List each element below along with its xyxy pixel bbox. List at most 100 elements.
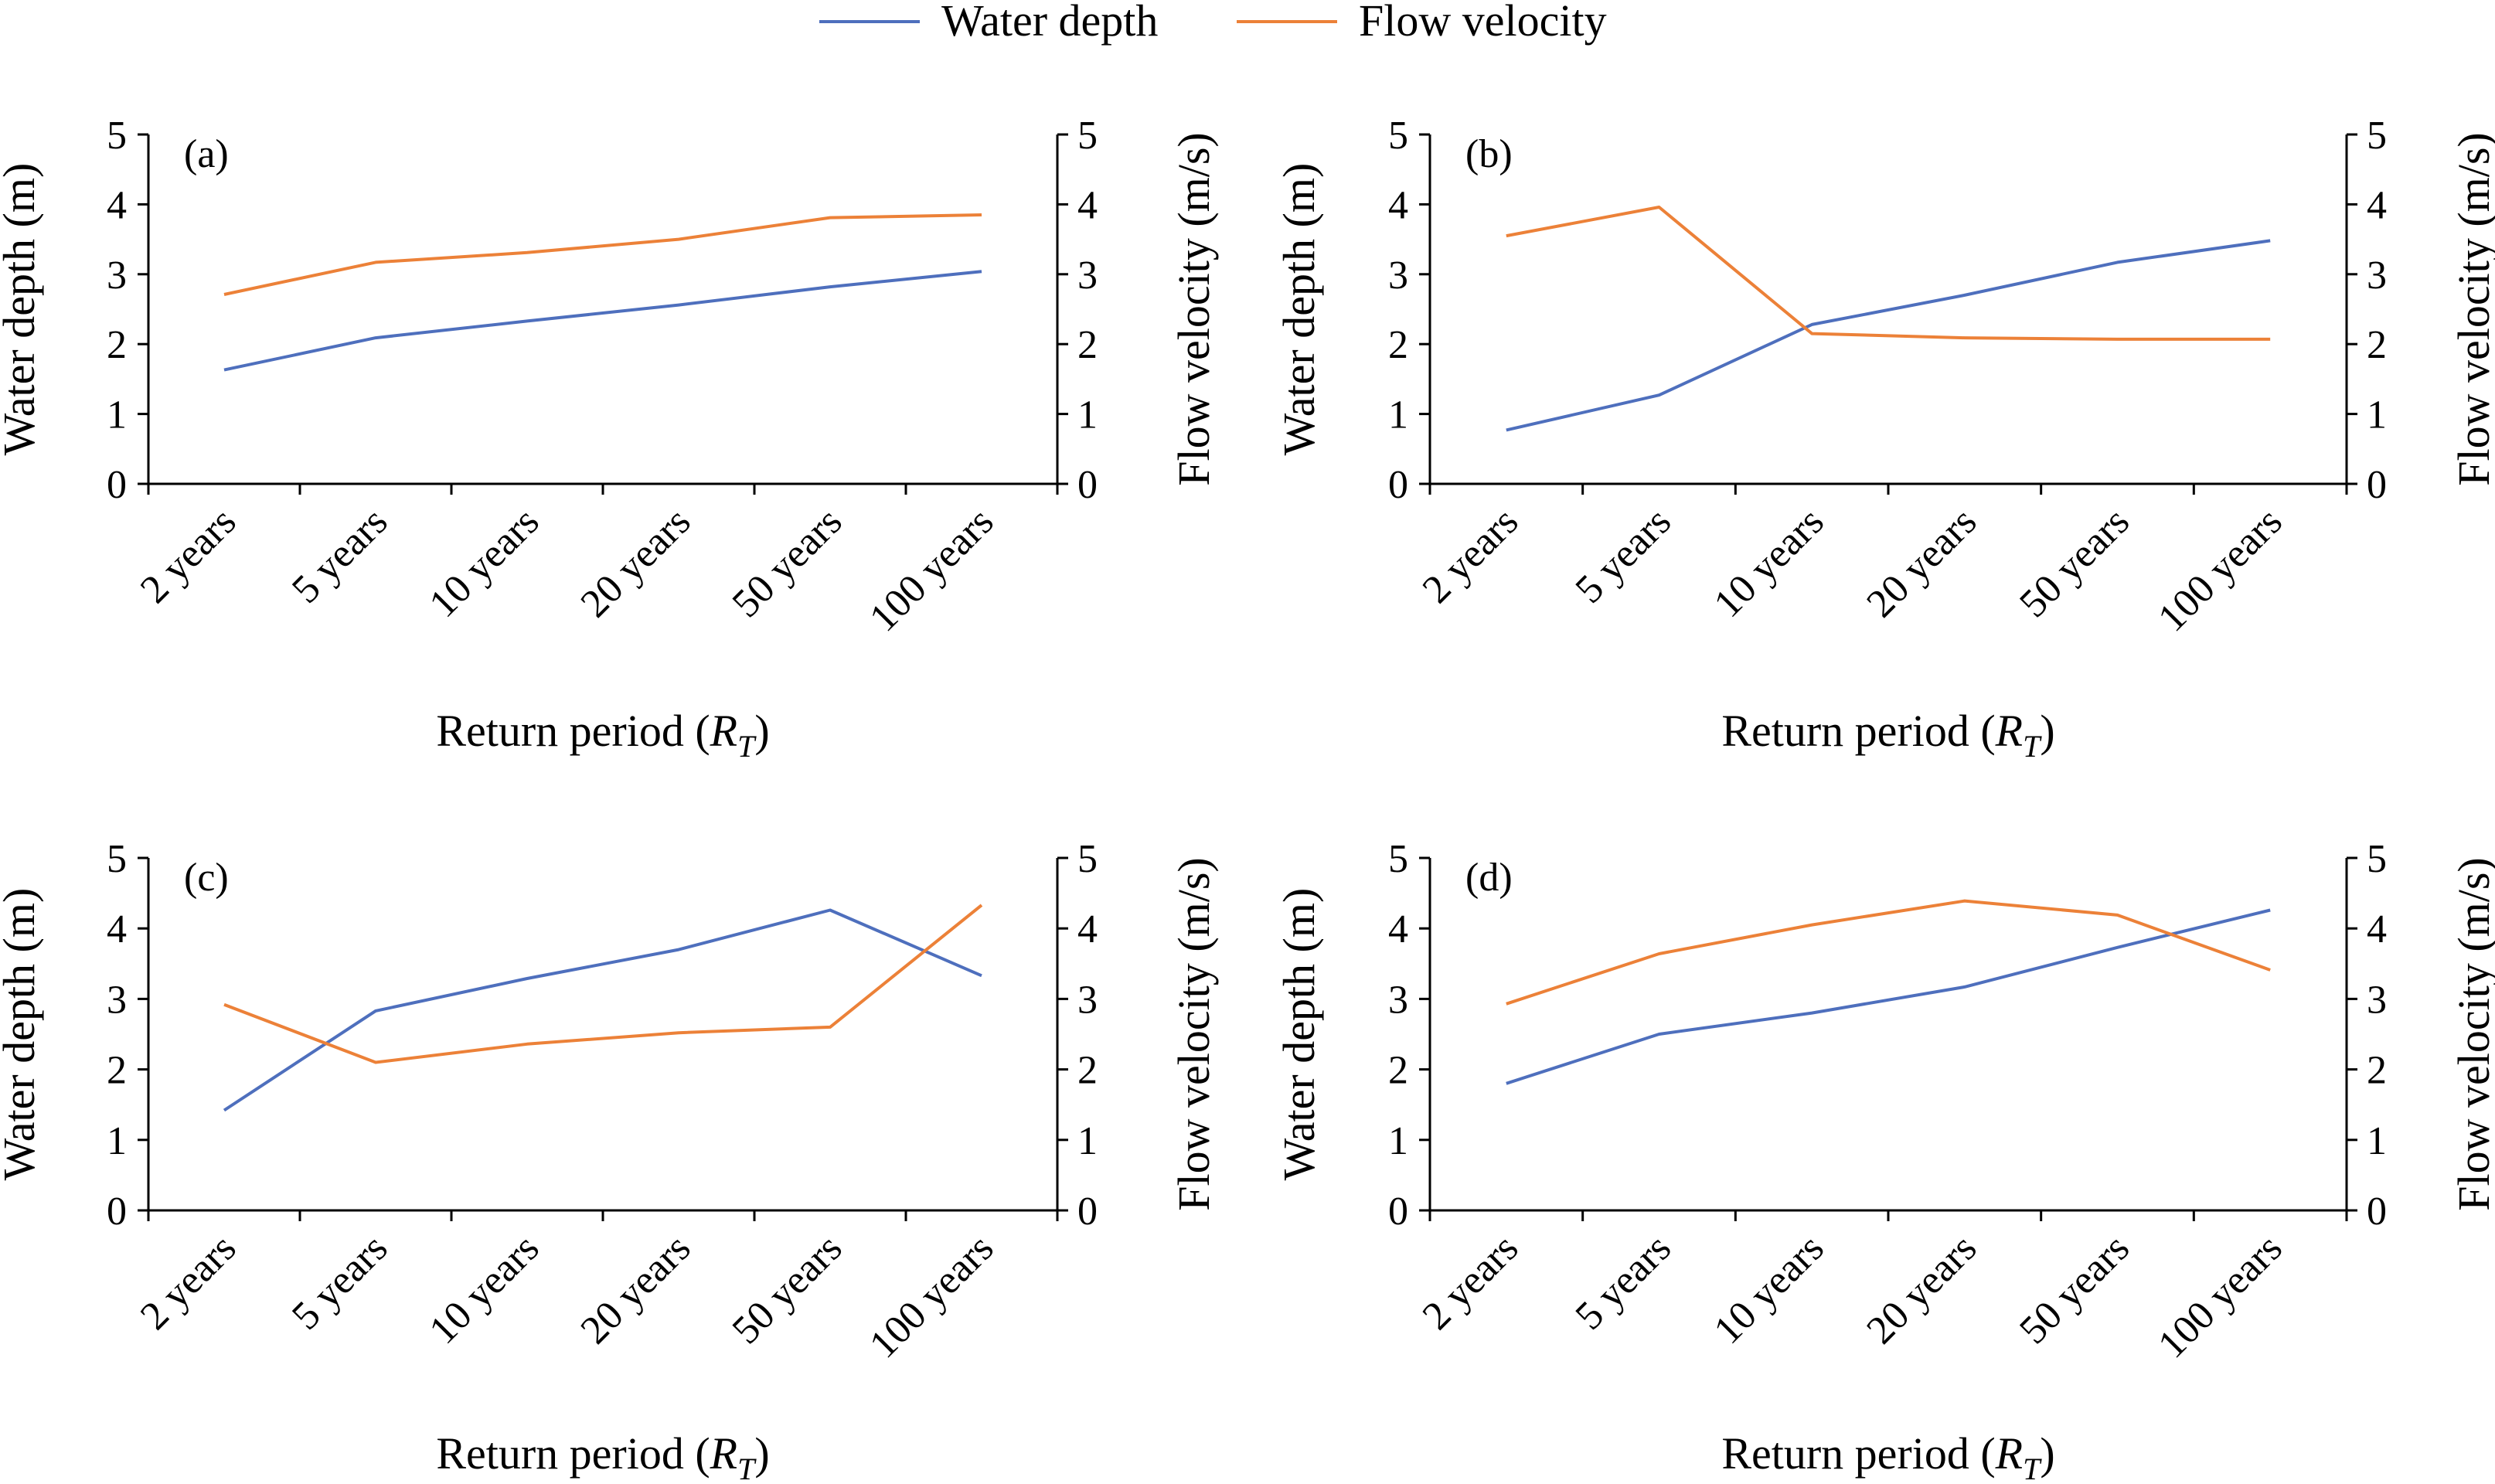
y2-tick-label: 1 [2367, 393, 2387, 437]
y-axis-title: Water depth (m) [1274, 888, 1324, 1181]
legend-label-1: Flow velocity [1359, 0, 1607, 46]
x-tick-label: 50 years [2011, 1226, 2138, 1353]
panel-label: (d) [1465, 856, 1513, 900]
y-axis-title: Water depth (m) [0, 888, 44, 1181]
y-tick-label: 1 [1388, 1119, 1408, 1163]
y2-tick-label: 2 [1077, 1049, 1098, 1093]
x-tick-label: 50 years [2011, 499, 2138, 626]
x-axis-title: Return period (RT) [1721, 706, 2054, 764]
y-tick-label: 1 [1388, 393, 1408, 437]
y-tick-label: 2 [107, 1049, 127, 1093]
x-tick-label: 10 years [421, 1226, 548, 1353]
x-tick-label: 50 years [724, 1226, 851, 1353]
y2-tick-label: 1 [2367, 1119, 2387, 1163]
series-line-flow-velocity [223, 904, 983, 1064]
x-tick-label: 20 years [1858, 499, 1985, 626]
x-tick-label: 5 years [1567, 1226, 1680, 1338]
y2-tick-label: 4 [2367, 907, 2387, 951]
y2-tick-label: 2 [2367, 323, 2387, 367]
y2-tick-label: 0 [1077, 1190, 1098, 1234]
y-tick-label: 5 [107, 837, 127, 881]
y2-tick-label: 1 [1077, 393, 1098, 437]
y2-tick-label: 1 [1077, 1119, 1098, 1163]
y-tick-label: 4 [107, 907, 127, 951]
x-axis-title: Return period (RT) [436, 706, 769, 764]
y2-tick-label: 5 [2367, 114, 2387, 158]
x-tick-label: 10 years [421, 499, 548, 626]
y2-tick-label: 4 [1077, 183, 1098, 227]
x-tick-label: 10 years [1706, 1226, 1833, 1353]
series-line-water-depth [1506, 239, 2271, 432]
y2-tick-label: 4 [1077, 907, 1098, 951]
y-tick-label: 4 [107, 183, 127, 227]
y2-tick-label: 3 [2367, 254, 2387, 298]
y2-axis-title: Flow velocity (m/s) [1169, 132, 1219, 486]
panel-label: (a) [184, 132, 229, 176]
y2-axis-title: Flow velocity (m/s) [2449, 857, 2495, 1211]
y-tick-label: 2 [107, 323, 127, 367]
x-tick-label: 2 years [1414, 499, 1527, 611]
y-tick-label: 5 [1388, 837, 1408, 881]
y-tick-label: 3 [107, 978, 127, 1022]
x-tick-label: 20 years [573, 1226, 699, 1353]
x-tick-label: 10 years [1706, 499, 1833, 626]
x-tick-label: 5 years [1567, 499, 1680, 611]
y-tick-label: 2 [1388, 323, 1408, 367]
x-tick-label: 100 years [861, 499, 1002, 640]
y-tick-label: 1 [107, 393, 127, 437]
chart-panel-2: 0 1 2 3 4 5 0 1 2 3 4 5 2 years 5 years 10 years 20 yea… [0, 837, 1219, 1484]
legend: Water depth Flow velocity [819, 0, 1607, 46]
series-line-flow-velocity [223, 213, 982, 296]
series-line-water-depth [223, 908, 982, 1112]
y2-tick-label: 3 [1077, 978, 1098, 1022]
series-line-water-depth [1506, 908, 2271, 1085]
y-tick-label: 0 [1388, 463, 1408, 507]
y2-tick-label: 0 [2367, 463, 2387, 507]
y2-tick-label: 5 [1077, 837, 1098, 881]
y2-tick-label: 2 [2367, 1049, 2387, 1093]
y-tick-label: 3 [107, 254, 127, 298]
x-tick-label: 20 years [1858, 1226, 1985, 1353]
x-tick-label: 50 years [724, 499, 851, 626]
y2-tick-label: 0 [1077, 463, 1098, 507]
y-tick-label: 2 [1388, 1049, 1408, 1093]
x-tick-label: 20 years [573, 499, 699, 626]
y2-axis-title: Flow velocity (m/s) [1169, 857, 1219, 1211]
y2-axis-title: Flow velocity (m/s) [2449, 132, 2495, 486]
x-tick-label: 2 years [132, 499, 244, 611]
y-tick-label: 5 [1388, 114, 1408, 158]
x-axis-title: Return period (RT) [1721, 1428, 2054, 1484]
x-axis-title: Return period (RT) [436, 1428, 769, 1484]
y-axis-title: Water depth (m) [1274, 163, 1324, 456]
x-tick-label: 2 years [1414, 1226, 1527, 1338]
y2-tick-label: 3 [1077, 254, 1098, 298]
y-axis-title: Water depth (m) [0, 163, 44, 456]
y2-tick-label: 0 [2367, 1190, 2387, 1234]
y2-tick-label: 5 [2367, 837, 2387, 881]
x-tick-label: 100 years [2150, 1226, 2290, 1367]
series-line-water-depth [223, 270, 982, 372]
y-tick-label: 4 [1388, 183, 1408, 227]
y2-tick-label: 2 [1077, 323, 1098, 367]
y-tick-label: 3 [1388, 978, 1408, 1022]
x-tick-label: 100 years [861, 1226, 1002, 1367]
y-tick-label: 4 [1388, 907, 1408, 951]
y2-tick-label: 4 [2367, 183, 2387, 227]
y-tick-label: 0 [107, 463, 127, 507]
series-line-flow-velocity [1506, 206, 2271, 341]
chart-panel-0: 0 1 2 3 4 5 0 1 2 3 4 5 2 years 5 years 10 years 20 yea… [0, 114, 1219, 764]
x-tick-label: 100 years [2150, 499, 2290, 640]
legend-label-0: Water depth [941, 0, 1158, 46]
chart-panel-3: 0 1 2 3 4 5 0 1 2 3 4 5 2 years 5 years 10 years 20 yea… [1274, 837, 2495, 1484]
y-tick-label: 0 [1388, 1190, 1408, 1234]
y-tick-label: 3 [1388, 254, 1408, 298]
x-tick-label: 5 years [284, 1226, 396, 1338]
chart-panel-1: 0 1 2 3 4 5 0 1 2 3 4 5 2 years 5 years 10 years 20 yea… [1274, 114, 2495, 764]
x-tick-label: 5 years [284, 499, 396, 611]
y-tick-label: 5 [107, 114, 127, 158]
series-line-flow-velocity [1506, 899, 2271, 1006]
y-tick-label: 0 [107, 1190, 127, 1234]
y-tick-label: 1 [107, 1119, 127, 1163]
